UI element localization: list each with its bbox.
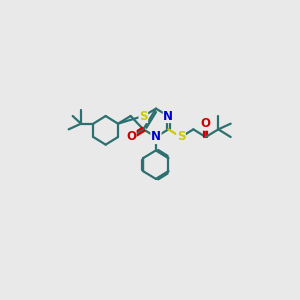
Text: S: S — [177, 130, 185, 143]
Text: O: O — [201, 117, 211, 130]
Text: S: S — [139, 110, 148, 122]
Text: N: N — [163, 110, 173, 122]
Text: O: O — [126, 130, 136, 143]
Text: N: N — [151, 130, 161, 143]
